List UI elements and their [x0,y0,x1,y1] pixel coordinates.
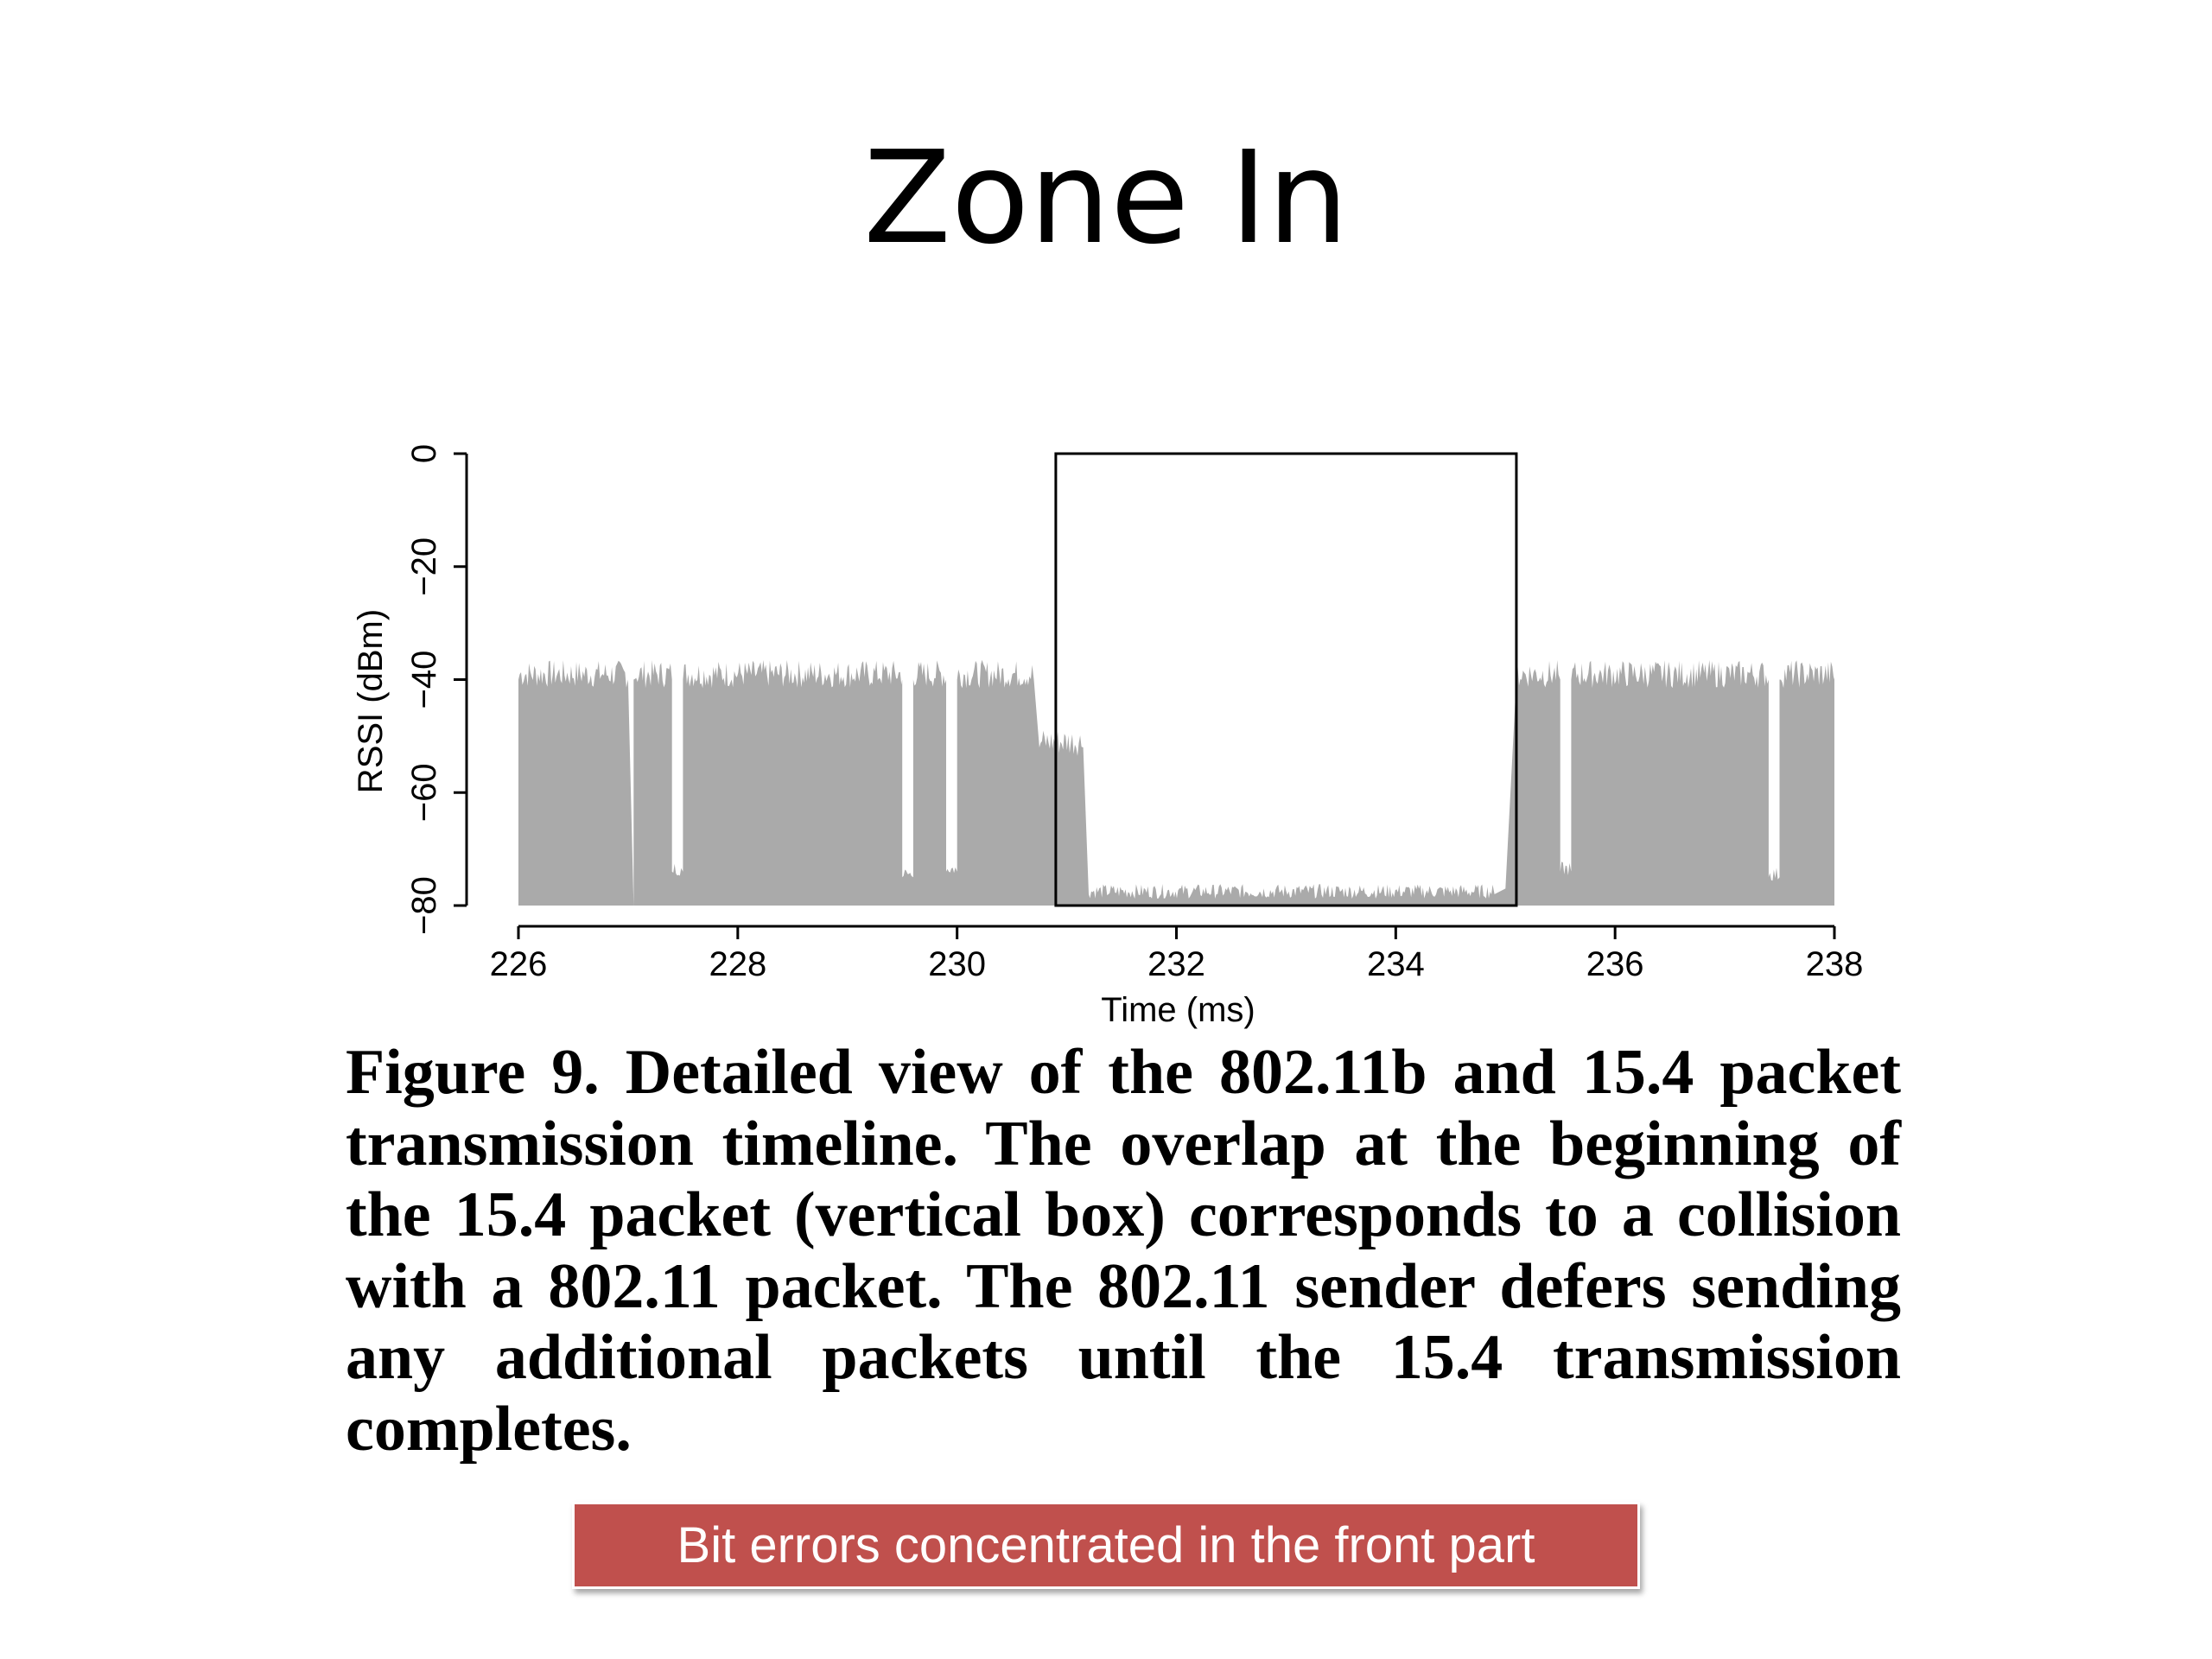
x-tick-label-226: 226 [490,945,548,983]
y-axis-label: RSSI (dBm) [352,609,390,793]
figure-caption: Figure 9. Detailed view of the 802.11b a… [346,1037,1901,1465]
x-tick-label-230: 230 [928,945,986,983]
x-axis-label: Time (ms) [1101,991,1255,1029]
slide-title: Zone In [863,124,1349,272]
annotation-box-0 [1054,452,1518,907]
callout-text: Bit errors concentrated in the front par… [677,1517,1535,1573]
plot-area [518,452,1834,907]
y-tick-label-0: 0 [405,444,443,463]
series-0-area [518,659,1834,906]
x-tick-label-232: 232 [1147,945,1205,983]
x-tick-label-234: 234 [1367,945,1425,983]
x-tick-label-228: 228 [709,945,766,983]
callout-box: Bit errors concentrated in the front par… [572,1502,1640,1589]
y-tick-label--40: −40 [405,651,443,709]
y-tick-label--80: −80 [405,876,443,935]
chart-axes: 226 228 230 232 234 236 238 Time (ms) 0 −20 −40 −60… [352,444,1863,1029]
x-tick-label-236: 236 [1586,945,1644,983]
y-tick-label--60: −60 [405,763,443,822]
y-tick-label--20: −20 [405,537,443,596]
x-tick-label-238: 238 [1806,945,1864,983]
